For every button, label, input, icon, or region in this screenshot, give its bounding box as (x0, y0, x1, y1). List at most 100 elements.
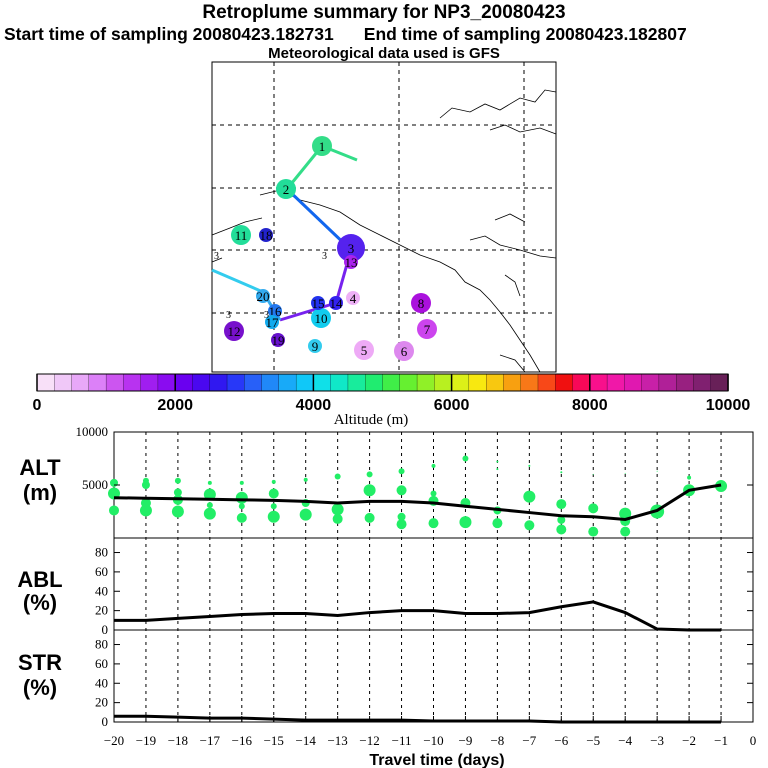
cluster-4-label: 4 (350, 291, 357, 306)
alt-point (109, 505, 119, 516)
alt-point (528, 464, 531, 467)
colorbar-cell (693, 373, 712, 392)
str-line (114, 714, 722, 724)
alt-point (236, 512, 247, 523)
y-tick-label: 60 (95, 564, 108, 579)
alt-point (173, 488, 182, 497)
y-tick-label: 5000 (82, 477, 108, 492)
cluster-19-label: 19 (272, 333, 285, 348)
colorbar-cell (676, 373, 695, 392)
colorbar-tick-label: 6000 (434, 397, 470, 414)
abl-line (114, 600, 722, 632)
cluster-20-marker (256, 289, 270, 303)
colorbar-cell (503, 373, 522, 392)
x-tick-label: −2 (682, 733, 696, 748)
alt-point (496, 468, 499, 471)
coastline (211, 89, 557, 373)
y-tick-label: 40 (95, 583, 108, 598)
x-tick-label: −18 (168, 733, 188, 748)
cluster-15-marker (311, 296, 325, 310)
alt-panel-unit: (m) (23, 480, 57, 505)
colorbar-cell (140, 373, 159, 392)
colorbar-cell (261, 373, 280, 392)
colorbar-cell (710, 373, 729, 392)
alt-point (396, 485, 407, 496)
alt-point (207, 480, 212, 485)
x-tick-label: −3 (650, 733, 664, 748)
colorbar-cell (641, 373, 660, 392)
colorbar-cell (105, 373, 125, 392)
colorbar-cell (123, 373, 142, 392)
sampling-times: Start time of sampling 20080423.182731 En… (4, 24, 768, 44)
alt-point (656, 470, 658, 472)
x-tick-label: −20 (104, 733, 124, 748)
alt-point (334, 473, 341, 480)
y-tick-label: 80 (95, 545, 108, 560)
x-tick-label: −6 (554, 733, 568, 748)
colorbar-tick-label: 4000 (296, 397, 332, 414)
colorbar-cell (54, 373, 73, 392)
alt-point (588, 503, 599, 514)
colorbar-cell (88, 373, 107, 392)
alt-mean-line (113, 483, 722, 521)
cluster-11-marker (231, 225, 251, 245)
x-tick-label: −10 (423, 733, 443, 748)
alt-point (620, 526, 631, 537)
colorbar-tick-label: 10000 (706, 397, 751, 414)
alt-point (557, 515, 566, 524)
map-grid-label: 3 (322, 251, 327, 262)
alt-point (624, 472, 626, 474)
cluster-1-label: 1 (319, 139, 326, 154)
alt-point (203, 507, 216, 520)
cluster-15-label: 15 (312, 296, 325, 311)
cluster-10-marker (311, 308, 331, 328)
x-tick-label: −5 (586, 733, 600, 748)
alt-point (560, 471, 563, 474)
colorbar-cell (244, 373, 263, 392)
cluster-3-label: 3 (348, 241, 355, 256)
alt-point (431, 463, 436, 468)
cluster-14-label: 14 (330, 296, 344, 311)
alt-point (462, 455, 469, 462)
x-tick-label: −13 (327, 733, 347, 748)
colorbar-cell (572, 373, 591, 392)
cluster-8-label: 8 (418, 296, 425, 311)
alt-point (459, 516, 472, 529)
abl-panel-label: ABL (17, 567, 62, 592)
cluster-13-marker (344, 255, 358, 269)
x-tick-label: −17 (200, 733, 221, 748)
y-tick-label: 80 (95, 637, 108, 652)
alt-point (428, 518, 439, 529)
colorbar-cell (399, 373, 418, 392)
cluster-8-marker (411, 293, 431, 313)
cluster-12-marker (224, 321, 244, 341)
alt-point (396, 519, 407, 530)
y-tick-label: 10000 (76, 424, 109, 439)
x-tick-label: −15 (264, 733, 284, 748)
alt-point (332, 513, 343, 524)
cluster-20-label: 20 (257, 289, 270, 304)
x-axis-label: Travel time (days) (369, 752, 504, 768)
y-tick-label: 60 (95, 656, 108, 671)
cluster-10-label: 10 (315, 311, 328, 326)
colorbar-cell (36, 373, 55, 392)
cluster-9-label: 9 (312, 339, 319, 354)
colorbar-cell (209, 373, 228, 392)
colorbar-cell (624, 373, 643, 392)
cluster-16-marker (268, 304, 282, 318)
cluster-13-label: 13 (345, 255, 358, 270)
colorbar-cell (555, 373, 574, 392)
abl-panel-unit: (%) (23, 590, 57, 615)
alt-point (492, 518, 503, 529)
alt-point (174, 477, 181, 484)
colorbar-cell (520, 373, 539, 392)
str-panel-unit: (%) (23, 675, 57, 700)
alt-point (141, 481, 150, 489)
alt-point (592, 473, 594, 475)
x-tick-label: −16 (232, 733, 253, 748)
x-tick-label: −7 (522, 733, 536, 748)
alt-point (496, 460, 499, 463)
x-tick-label: −4 (618, 733, 632, 748)
